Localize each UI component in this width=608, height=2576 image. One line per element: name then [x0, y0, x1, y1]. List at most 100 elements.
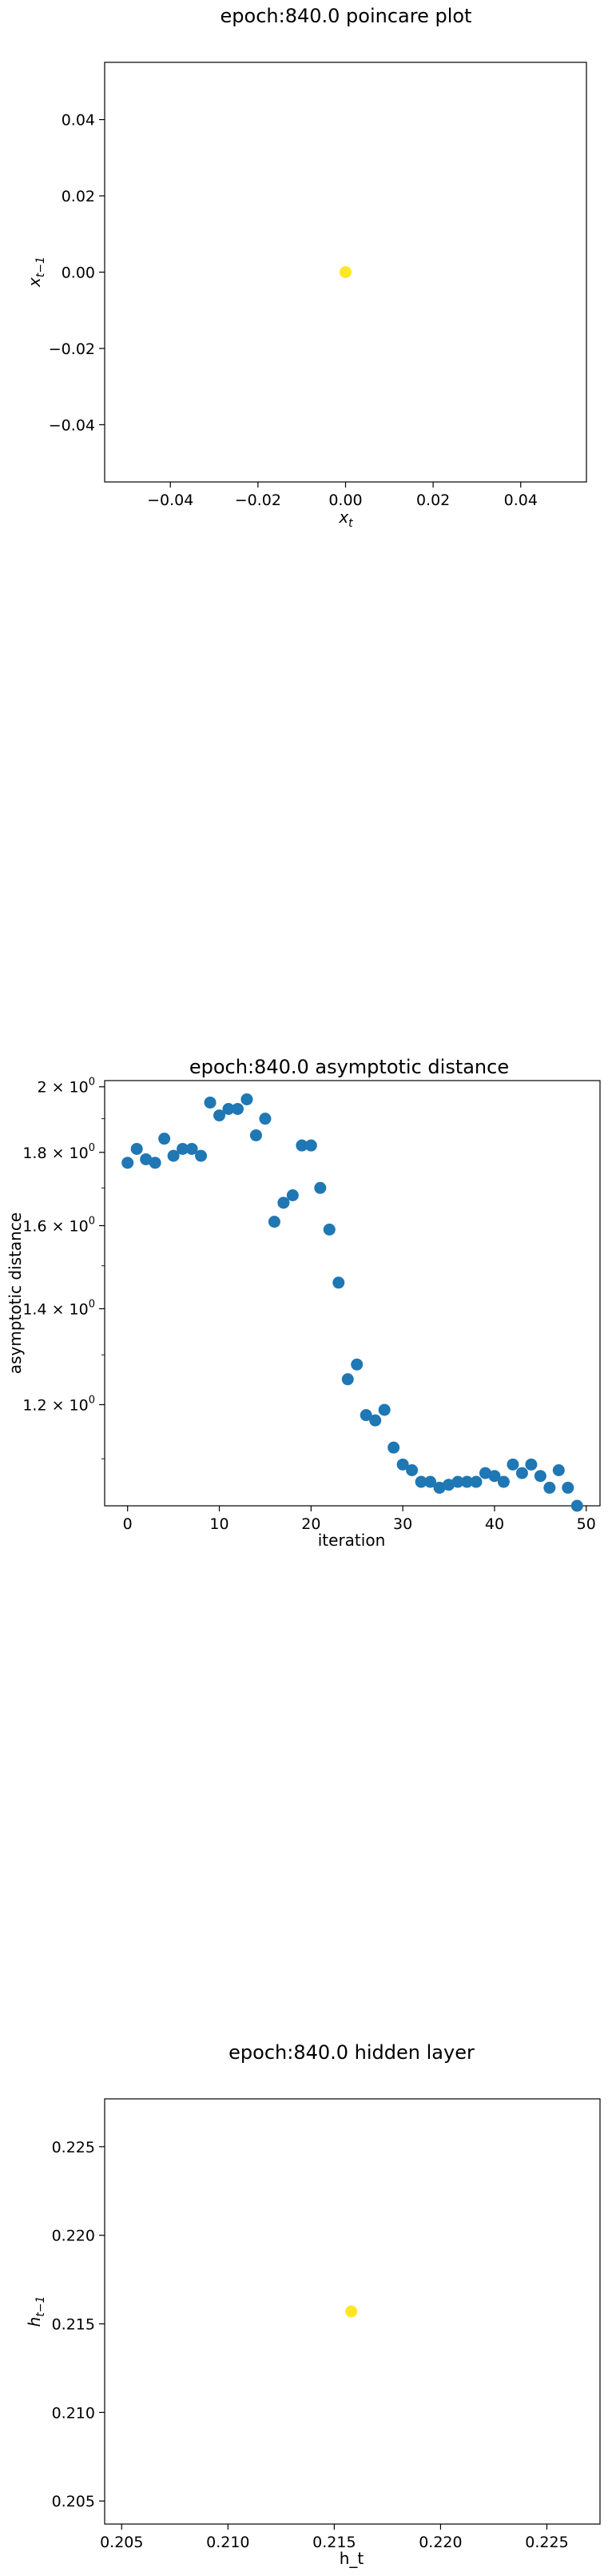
asymptotic-y-label: asymptotic distance: [6, 1212, 25, 1374]
y-tick-label: −0.02: [49, 340, 95, 358]
y-tick-label: 0.04: [62, 112, 95, 129]
y-tick-label: 0.225: [52, 2139, 95, 2156]
y-tick-label: 1.4 × 100: [22, 1298, 95, 1318]
asymptotic-y-ticks: 1.2 × 100 1.4 × 100 1.6 × 100 1.8 × 100 2 × …: [22, 1077, 105, 1459]
data-point: [213, 1109, 226, 1122]
y-tick-label: 0.02: [62, 188, 95, 205]
data-point: [552, 1463, 565, 1476]
hidden-layer-chart: epoch:840.0 hidden layer 0.205 0.210 0.215…: [25, 2041, 601, 2568]
data-point: [396, 1458, 409, 1471]
x-tick-label: −0.04: [147, 492, 193, 509]
y-tick-label: 0.215: [52, 2316, 95, 2334]
x-tick-label: 50: [577, 1515, 596, 1533]
data-point: [167, 1149, 180, 1162]
x-tick-label: 0.00: [328, 492, 362, 509]
data-point: [415, 1475, 427, 1488]
data-point: [479, 1467, 491, 1479]
y-tick-label: 0.210: [52, 2404, 95, 2422]
data-point: [525, 1458, 538, 1471]
data-point: [515, 1467, 528, 1479]
y-tick-label: 1.8 × 100: [22, 1142, 95, 1162]
hidden-points: [345, 2305, 358, 2318]
data-point: [360, 1409, 372, 1422]
asymptotic-plot-area: [104, 1080, 601, 1507]
x-tick-label: 0.02: [416, 492, 450, 509]
data-point: [507, 1458, 519, 1471]
data-point: [259, 1113, 272, 1125]
data-point: [296, 1139, 308, 1152]
data-point: [488, 1470, 501, 1483]
asymptotic-x-label: iteration: [318, 1531, 386, 1550]
x-tick-label: 0: [123, 1515, 133, 1533]
data-point: [341, 1373, 354, 1386]
data-point: [332, 1276, 345, 1289]
data-point: [345, 2305, 358, 2318]
poincare-x-label: xt: [338, 508, 353, 530]
hidden-x-ticks: 0.205 0.210 0.215 0.220 0.225: [100, 2524, 569, 2551]
data-point: [140, 1153, 153, 1165]
data-point: [387, 1441, 400, 1454]
data-point: [185, 1142, 198, 1155]
hidden-title: epoch:840.0 hidden layer: [228, 2041, 475, 2064]
hidden-y-label-main: h: [25, 2317, 44, 2327]
y-tick-label: 1.2 × 100: [22, 1394, 95, 1414]
data-point: [443, 1479, 455, 1491]
data-point: [369, 1414, 382, 1427]
x-tick-label: 30: [393, 1515, 412, 1533]
data-point: [231, 1102, 244, 1115]
data-point: [406, 1463, 419, 1476]
x-tick-label: 40: [485, 1515, 504, 1533]
poincare-y-label: xt−1: [25, 257, 47, 288]
data-point: [304, 1139, 317, 1152]
data-point: [543, 1481, 556, 1494]
data-point: [424, 1475, 437, 1488]
x-tick-label: 0.04: [504, 492, 538, 509]
hidden-x-label: h_t: [340, 2549, 364, 2568]
x-tick-label: 0.225: [525, 2534, 568, 2551]
asymptotic-distance-chart: epoch:840.0 asymptotic distance 0 10 20 30 4…: [6, 1056, 601, 1550]
y-tick-label: 0.205: [52, 2493, 95, 2510]
hidden-y-label: ht−1: [25, 2296, 47, 2327]
data-point: [249, 1129, 262, 1141]
poincare-y-label-main: x: [25, 277, 44, 288]
data-point: [268, 1216, 280, 1228]
data-point: [451, 1475, 464, 1488]
y-tick-label: 1.6 × 100: [22, 1215, 95, 1235]
poincare-y-label-sub: t−1: [34, 257, 47, 277]
poincare-chart: epoch:840.0 poincare plot −0.04 −0.02 0.00…: [25, 5, 587, 530]
data-point: [222, 1102, 235, 1115]
data-point: [177, 1142, 189, 1155]
data-point: [121, 1157, 134, 1169]
data-point: [378, 1403, 391, 1416]
poincare-points: [340, 266, 352, 278]
x-tick-label: 0.210: [206, 2534, 249, 2551]
data-point: [351, 1358, 364, 1371]
data-point: [195, 1149, 208, 1162]
y-tick-label: 0.00: [62, 265, 95, 282]
data-point: [497, 1475, 510, 1488]
hidden-y-label-sub: t−1: [34, 2296, 47, 2317]
poincare-x-label-sub: t: [348, 517, 353, 530]
data-point: [314, 1181, 327, 1194]
x-tick-label: 10: [209, 1515, 228, 1533]
data-point: [240, 1093, 253, 1105]
x-tick-label: 0.220: [419, 2534, 462, 2551]
poincare-title: epoch:840.0 poincare plot: [221, 5, 472, 27]
data-point: [470, 1475, 483, 1488]
asymptotic-title: epoch:840.0 asymptotic distance: [189, 1056, 509, 1078]
data-point: [204, 1096, 217, 1109]
y-tick-label: 2 × 100: [37, 1077, 95, 1097]
data-point: [286, 1188, 299, 1201]
data-point: [130, 1142, 143, 1155]
poincare-y-ticks: −0.04 −0.02 0.00 0.02 0.04: [49, 112, 105, 434]
poincare-x-label-main: x: [338, 508, 348, 527]
y-tick-label: 0.220: [52, 2228, 95, 2245]
data-point: [149, 1157, 161, 1169]
x-tick-label: 0.205: [100, 2534, 143, 2551]
data-point: [570, 1499, 583, 1512]
data-point: [461, 1475, 474, 1488]
data-point: [158, 1133, 171, 1145]
poincare-x-ticks: −0.04 −0.02 0.00 0.02 0.04: [147, 482, 538, 509]
data-point: [433, 1481, 446, 1494]
